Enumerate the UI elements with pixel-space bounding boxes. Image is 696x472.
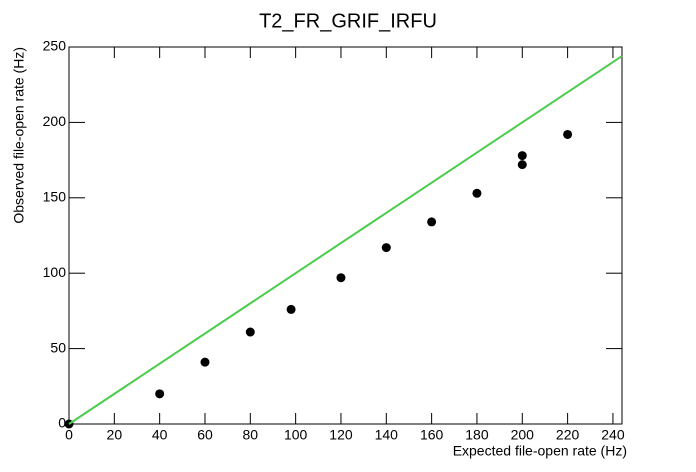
x-tick-label: 180	[465, 427, 489, 443]
plot-frame	[68, 46, 623, 425]
x-tick-label: 20	[107, 427, 123, 443]
y-tick-label: 150	[43, 189, 67, 205]
data-point	[200, 357, 210, 367]
y-tick-label: 50	[50, 339, 66, 355]
x-tick-label: 220	[556, 427, 580, 443]
y-tick-label: 250	[43, 38, 67, 54]
data-point	[427, 217, 437, 227]
data-point	[155, 389, 165, 399]
x-tick-label: 160	[420, 427, 444, 443]
data-point	[245, 327, 255, 337]
data-point	[563, 129, 573, 139]
data-point	[517, 160, 527, 170]
y-tick-label: 100	[43, 264, 67, 280]
data-point	[286, 304, 296, 314]
data-point	[472, 188, 482, 198]
x-tick-label: 140	[375, 427, 399, 443]
data-point	[336, 273, 346, 283]
data-point	[517, 151, 527, 161]
chart-title: T2_FR_GRIF_IRFU	[259, 10, 437, 32]
y-axis-title: Observed file-open rate (Hz)	[11, 47, 27, 224]
x-tick-label: 40	[152, 427, 168, 443]
x-axis-title: Expected file-open rate (Hz)	[453, 443, 627, 459]
data-point	[381, 243, 391, 253]
x-tick-label: 200	[511, 427, 535, 443]
x-tick-label: 0	[65, 427, 73, 443]
x-tick-label: 240	[601, 427, 625, 443]
reference-line	[68, 55, 623, 425]
x-tick-label: 60	[197, 427, 213, 443]
x-tick-label: 100	[284, 427, 308, 443]
x-tick-label: 120	[329, 427, 353, 443]
y-tick-label: 200	[43, 113, 67, 129]
y-tick-label: 0	[58, 415, 66, 431]
x-tick-label: 80	[243, 427, 259, 443]
